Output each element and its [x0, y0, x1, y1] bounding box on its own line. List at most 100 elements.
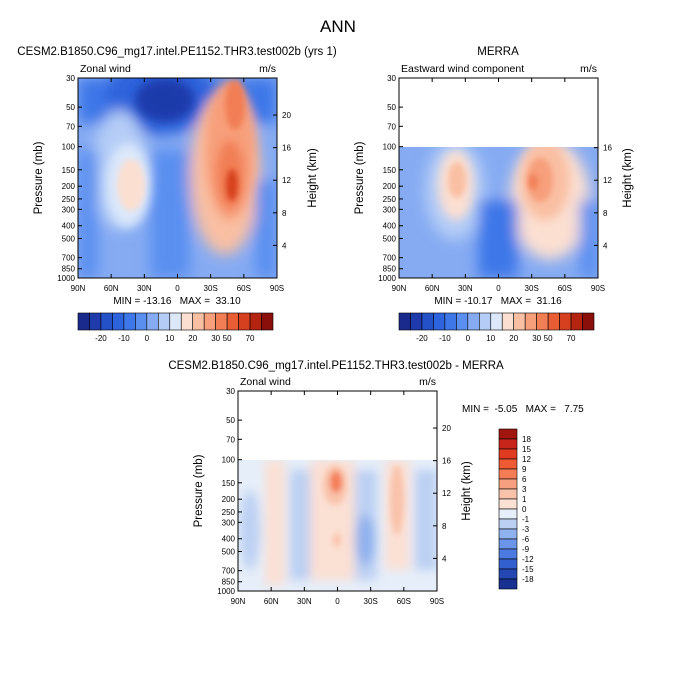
diff-colorbar-swatch — [498, 448, 518, 460]
model-stats: MIN = -13.16 MAX = 33.10 — [113, 296, 241, 307]
obs-colorbar-swatch — [570, 312, 583, 331]
diff-y-tick-label: 200 — [222, 495, 236, 504]
diff-colorbar-swatch — [498, 518, 518, 530]
diff-colorbar-label: 9 — [522, 465, 527, 474]
figure-title: ANN — [320, 17, 356, 36]
obs-y-axis-right: 16 12 8 4 — [594, 144, 612, 250]
model-colorbar-swatch — [146, 312, 159, 331]
obs-colorbar-swatch — [536, 312, 549, 331]
diff-colorbar-label: 3 — [522, 485, 527, 494]
obs-colorbar-swatch — [547, 312, 560, 331]
diff-colorbar-label: -1 — [522, 515, 530, 524]
diff-yr-tick-label: 8 — [442, 522, 447, 531]
obs-y-tick-label: 50 — [387, 103, 396, 112]
model-colorbar-swatch — [77, 312, 90, 331]
diff-colorbar-label: 18 — [522, 435, 531, 444]
diff-x-tick-label: 60N — [264, 597, 279, 606]
diff-y-tick-label: 150 — [222, 479, 236, 488]
model-colorbar-label: 20 — [188, 334, 197, 343]
obs-y-tick-label: 100 — [383, 143, 397, 152]
obs-y-tick-label: 850 — [383, 265, 397, 274]
model-y-axis-right: 20 16 12 8 4 — [273, 111, 291, 250]
model-colorbar-swatch — [215, 312, 228, 331]
model-x-tick-label: 30S — [204, 284, 218, 293]
model-yr-tick-label: 20 — [282, 111, 291, 120]
obs-x-axis: 90N 60N 30N 0 30S 60S 90S — [392, 78, 605, 293]
obs-colorbar-label: 0 — [466, 334, 471, 343]
obs-colorbar-label: 30 — [532, 334, 541, 343]
diff-y-tick-label: 250 — [222, 508, 236, 517]
diff-y-tick-label: 100 — [222, 456, 236, 465]
diff-colorbar-label: 12 — [522, 455, 531, 464]
diff-x-axis: 90N 60N 30N 0 30S 60S 90S — [231, 391, 444, 606]
diff-yr-tick-label: 16 — [442, 457, 451, 466]
diff-yr-tick-label: 20 — [442, 424, 451, 433]
model-x-tick-label: 0 — [175, 284, 180, 293]
diff-y-axis-right: 20 16 12 8 4 — [433, 424, 451, 563]
obs-y-tick-label: 250 — [383, 195, 397, 204]
diff-y-tick-label: 500 — [222, 547, 236, 556]
obs-yr-tick-label: 4 — [603, 241, 608, 250]
model-y-tick-label: 200 — [62, 182, 76, 191]
diff-x-tick-label: 90N — [231, 597, 246, 606]
model-yr-tick-label: 12 — [282, 176, 291, 185]
diff-ylabel: Pressure (mb) — [193, 454, 205, 527]
diff-colorbar-swatch — [498, 558, 518, 570]
obs-x-tick-label: 60N — [425, 284, 440, 293]
model-colorbar-swatch — [112, 312, 125, 331]
model-right-label: m/s — [259, 63, 276, 75]
obs-yr-tick-label: 8 — [603, 209, 608, 218]
diff-contour-field — [238, 391, 437, 591]
diff-yr-tick-label: 12 — [442, 489, 451, 498]
model-x-tick-label: 90S — [270, 284, 284, 293]
obs-y-tick-label: 300 — [383, 205, 397, 214]
model-colorbar-label: 70 — [246, 334, 255, 343]
model-colorbar-swatch — [238, 312, 251, 331]
diff-colorbar-label: -6 — [522, 535, 530, 544]
obs-colorbar-swatch — [467, 312, 480, 331]
model-colorbar-swatch — [203, 312, 216, 331]
diff-y-tick-label: 300 — [222, 518, 236, 527]
diff-colorbar-label: -15 — [522, 565, 534, 574]
obs-y-tick-label: 700 — [383, 254, 397, 263]
model-colorbar-swatch — [180, 312, 194, 331]
obs-x-tick-label: 30S — [525, 284, 539, 293]
obs-colorbar-label: -20 — [416, 334, 428, 343]
diff-x-tick-label: 0 — [335, 597, 340, 606]
obs-colorbar-swatch — [456, 312, 469, 331]
model-y-tick-label: 850 — [62, 265, 76, 274]
obs-y-tick-label: 150 — [383, 166, 397, 175]
diff-colorbar-swatch — [498, 528, 518, 540]
obs-colorbar-swatch — [559, 312, 572, 331]
diff-ylabel-right: Height (km) — [461, 461, 473, 521]
model-y-tick-label: 300 — [62, 205, 76, 214]
model-colorbar-label: -10 — [118, 334, 130, 343]
model-x-tick-label: 60N — [104, 284, 119, 293]
diff-colorbar-swatch — [498, 468, 518, 480]
model-y-tick-label: 250 — [62, 195, 76, 204]
diff-colorbar-label: 0 — [522, 505, 527, 514]
obs-colorbar-swatch — [398, 312, 411, 331]
obs-colorbar-label: 20 — [509, 334, 518, 343]
obs-colorbar-swatch — [444, 312, 457, 331]
obs-colorbar-swatch — [421, 312, 434, 331]
diff-colorbar-swatch — [498, 478, 518, 490]
obs-yr-tick-label: 16 — [603, 144, 612, 153]
obs-colorbar-swatch — [490, 312, 503, 331]
obs-stats: MIN = -10.17 MAX = 31.16 — [434, 296, 562, 307]
model-contour-field — [78, 78, 277, 278]
diff-colorbar-swatch — [498, 578, 518, 590]
diff-colorbar-swatch — [498, 538, 518, 550]
diff-colorbar-swatch — [498, 498, 518, 510]
diff-y-tick-label: 30 — [226, 387, 235, 396]
diff-y-tick-label: 400 — [222, 535, 236, 544]
obs-right-label: m/s — [580, 63, 597, 75]
obs-colorbar-label: 10 — [486, 334, 495, 343]
obs-y-tick-label: 70 — [387, 122, 396, 131]
panel-obs: MERRA Eastward wind component m/s — [354, 46, 634, 343]
model-colorbar-label: 10 — [165, 334, 174, 343]
obs-ylabel-right: Height (km) — [622, 148, 634, 208]
model-yr-tick-label: 4 — [282, 241, 287, 250]
model-y-tick-label: 500 — [62, 234, 76, 243]
obs-y-tick-label: 500 — [383, 234, 397, 243]
